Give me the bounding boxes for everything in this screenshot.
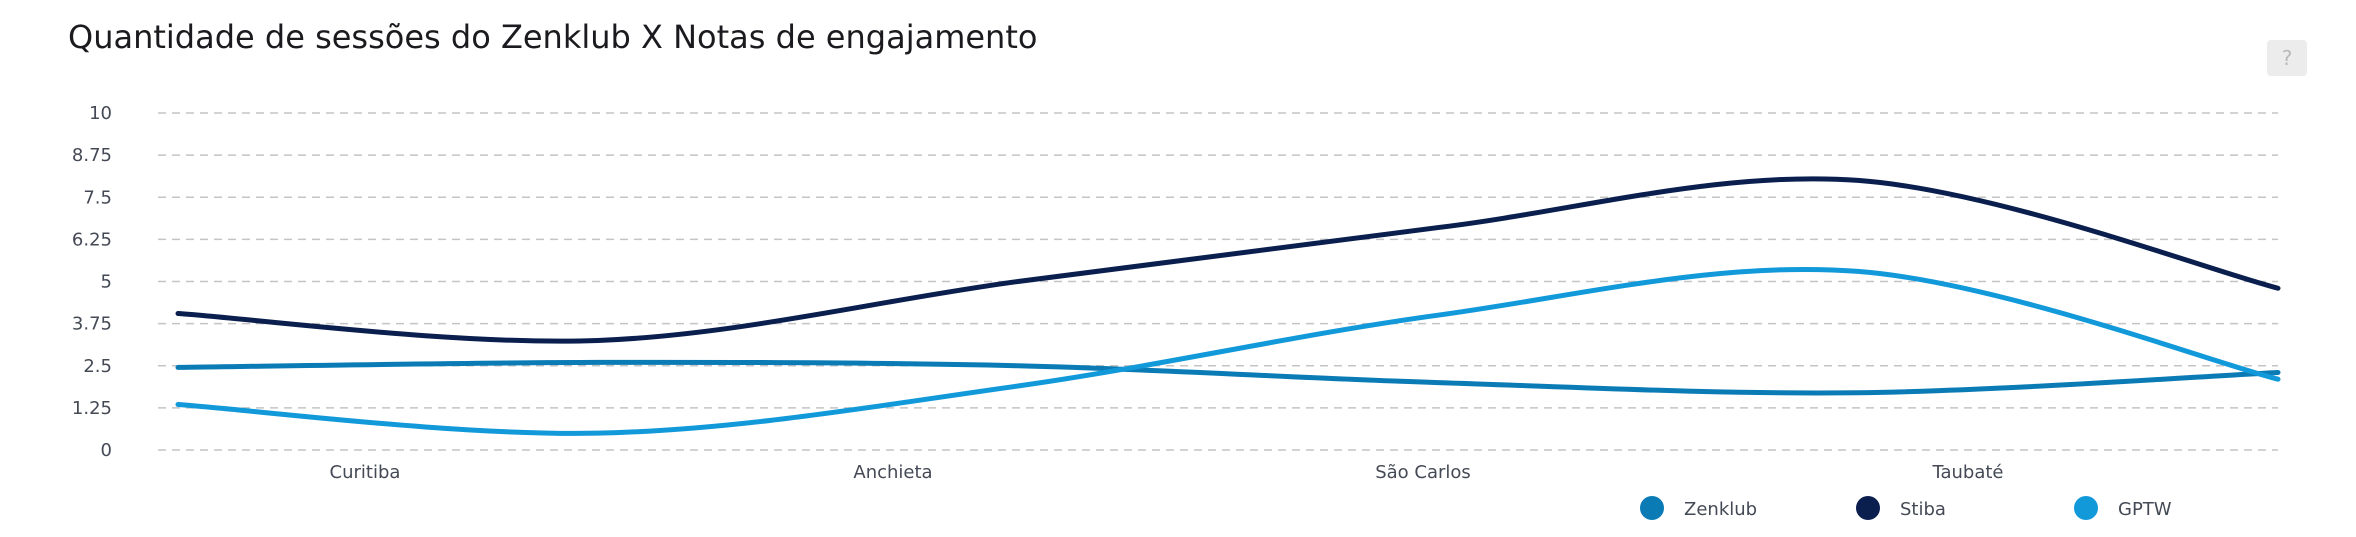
- y-tick-label: 7.5: [83, 187, 112, 208]
- y-tick-label: 6.25: [72, 229, 112, 250]
- x-tick-label: Curitiba: [330, 462, 401, 483]
- series-line-stiba[interactable]: [175, 176, 2281, 344]
- help-button[interactable]: ?: [2267, 40, 2307, 76]
- legend-label-gptw[interactable]: GPTW: [2118, 499, 2172, 520]
- x-axis-ticks: Curitiba Anchieta São Carlos Taubaté: [330, 462, 2004, 483]
- legend-label-stiba[interactable]: Stiba: [1900, 499, 1946, 520]
- legend: Zenklub Stiba GPTW: [1640, 496, 2172, 520]
- y-tick-label: 5: [101, 272, 112, 293]
- x-tick-label: Taubaté: [1931, 462, 2003, 483]
- y-tick-label: 2.5: [83, 356, 112, 377]
- chart-title: Quantidade de sessões do Zenklub X Notas…: [68, 18, 1038, 56]
- x-tick-label: Anchieta: [853, 462, 932, 483]
- y-tick-label: 10: [89, 103, 112, 124]
- y-tick-label: 0: [101, 440, 112, 461]
- legend-marker-zenklub: [1640, 496, 1664, 520]
- series-line-zenklub[interactable]: [175, 359, 2281, 396]
- legend-marker-stiba: [1856, 496, 1880, 520]
- grid-lines: [158, 112, 2278, 451]
- series-line-gptw[interactable]: [175, 266, 2281, 436]
- legend-label-zenklub[interactable]: Zenklub: [1684, 499, 1757, 520]
- y-tick-label: 8.75: [72, 145, 112, 166]
- y-tick-label: 1.25: [72, 398, 112, 419]
- y-tick-label: 3.75: [72, 314, 112, 335]
- x-tick-label: São Carlos: [1375, 462, 1471, 483]
- series-lines: [175, 176, 2281, 436]
- legend-marker-gptw: [2074, 496, 2098, 520]
- y-axis-ticks: 0 1.25 2.5 3.75 5 6.25 7.5 8.75 10: [72, 103, 112, 461]
